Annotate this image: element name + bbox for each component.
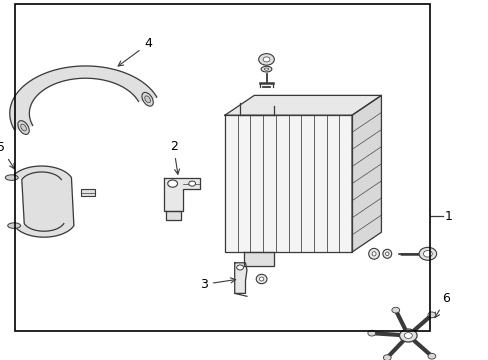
Circle shape: [263, 57, 269, 62]
Polygon shape: [10, 66, 157, 130]
Circle shape: [167, 180, 177, 187]
Circle shape: [418, 247, 436, 260]
Ellipse shape: [261, 66, 271, 72]
Polygon shape: [166, 211, 181, 220]
Circle shape: [258, 54, 274, 65]
Circle shape: [404, 333, 411, 338]
Polygon shape: [224, 115, 351, 252]
Circle shape: [188, 181, 195, 186]
Polygon shape: [234, 263, 246, 293]
Circle shape: [423, 251, 431, 257]
Ellipse shape: [6, 176, 17, 180]
Ellipse shape: [385, 252, 388, 256]
Circle shape: [391, 307, 399, 313]
Polygon shape: [12, 166, 74, 237]
Circle shape: [367, 330, 375, 336]
Ellipse shape: [256, 274, 266, 284]
Ellipse shape: [368, 248, 379, 259]
Ellipse shape: [18, 121, 29, 134]
Ellipse shape: [264, 68, 268, 70]
Ellipse shape: [5, 175, 18, 180]
Bar: [81, 189, 95, 196]
Circle shape: [427, 353, 435, 359]
Polygon shape: [163, 178, 200, 211]
Polygon shape: [244, 252, 273, 266]
Text: 6: 6: [434, 292, 449, 318]
Text: 2: 2: [169, 140, 179, 174]
Bar: [15, 4, 429, 331]
Ellipse shape: [371, 252, 375, 256]
Text: 3: 3: [200, 278, 235, 291]
Text: 5: 5: [0, 141, 15, 169]
Text: 1: 1: [444, 210, 452, 222]
Ellipse shape: [9, 224, 20, 228]
Ellipse shape: [142, 93, 153, 106]
Circle shape: [427, 312, 435, 318]
Ellipse shape: [144, 96, 150, 103]
Circle shape: [383, 355, 390, 360]
Circle shape: [236, 265, 243, 270]
Polygon shape: [351, 95, 381, 252]
Ellipse shape: [259, 277, 264, 281]
Ellipse shape: [20, 124, 26, 131]
Ellipse shape: [382, 249, 391, 258]
Polygon shape: [224, 95, 381, 115]
Text: 4: 4: [118, 37, 152, 66]
Ellipse shape: [8, 223, 20, 228]
Circle shape: [399, 329, 416, 342]
